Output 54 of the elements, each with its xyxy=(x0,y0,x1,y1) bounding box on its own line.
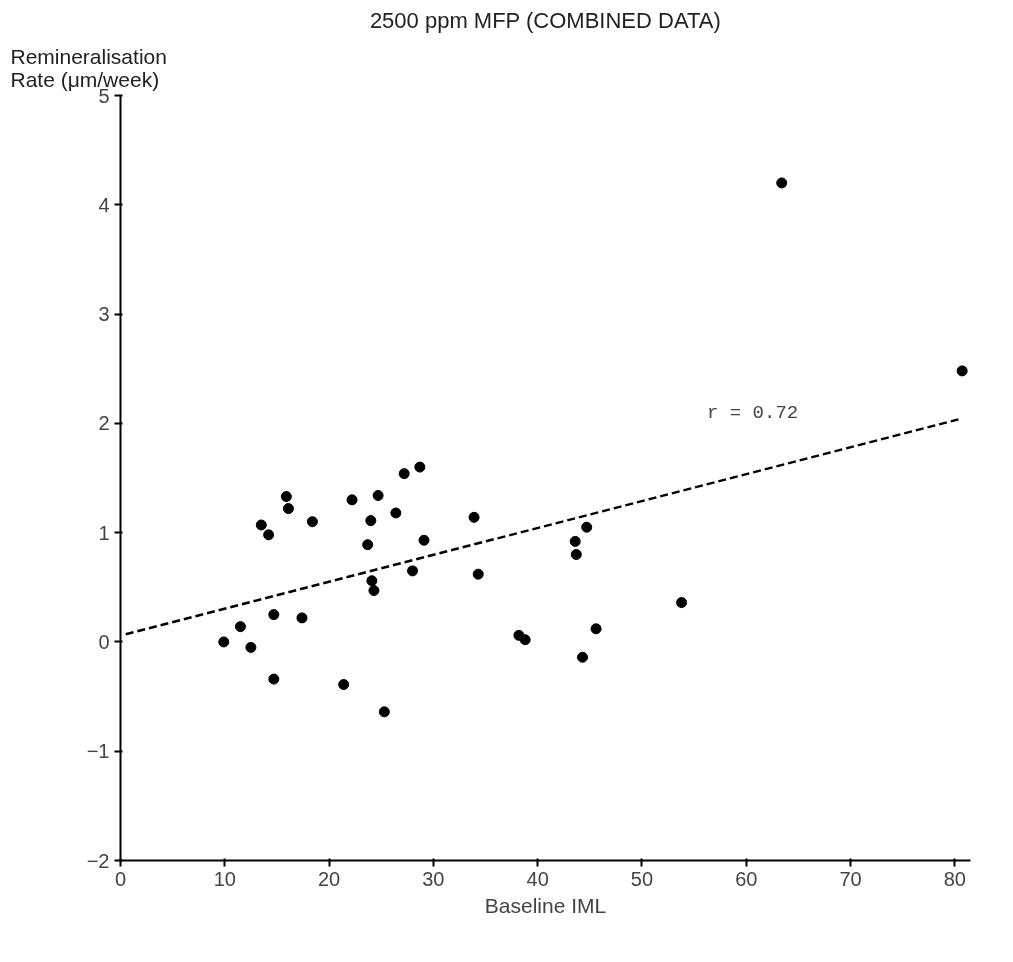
point xyxy=(398,468,410,480)
y-tick-label: 3 xyxy=(98,303,110,326)
x-axis-title: Baseline IML xyxy=(484,893,607,917)
x-tick-label: 20 xyxy=(317,867,341,890)
point xyxy=(268,673,280,685)
point xyxy=(776,177,788,189)
point xyxy=(414,461,426,473)
point xyxy=(590,623,602,635)
point xyxy=(263,529,275,541)
annotation: r = 0.72 xyxy=(707,402,799,425)
x-tick-label: 50 xyxy=(630,867,654,890)
point xyxy=(570,549,582,560)
point xyxy=(372,490,384,501)
point xyxy=(569,535,581,547)
point xyxy=(268,609,280,621)
point xyxy=(577,651,589,663)
point xyxy=(418,534,430,546)
point xyxy=(366,575,378,587)
point xyxy=(296,612,308,624)
x-tick-label: 40 xyxy=(526,867,549,890)
x-tick-label: 80 xyxy=(943,867,966,890)
point xyxy=(338,679,350,691)
point xyxy=(306,516,318,528)
x-tick-label: 70 xyxy=(839,867,862,890)
point xyxy=(390,507,402,519)
point xyxy=(956,365,968,377)
point xyxy=(378,706,390,718)
x-tick-label: 30 xyxy=(422,867,445,890)
point xyxy=(255,519,267,531)
point xyxy=(472,568,484,580)
point xyxy=(218,636,230,648)
point xyxy=(280,491,292,503)
point xyxy=(362,539,374,551)
point xyxy=(407,565,419,577)
y-tick-label: −1 xyxy=(86,740,110,763)
point xyxy=(468,511,480,523)
point xyxy=(365,515,377,527)
y-tick-label: 1 xyxy=(98,521,110,544)
x-tick-label: 0 xyxy=(114,867,127,890)
x-tick-label: 10 xyxy=(213,867,236,890)
point xyxy=(282,503,294,515)
point xyxy=(234,621,246,633)
point xyxy=(346,494,358,506)
y-tick-label: 2 xyxy=(98,412,110,435)
point xyxy=(676,597,688,609)
point xyxy=(519,634,531,646)
y-tick-label: −2 xyxy=(86,849,110,872)
point xyxy=(581,521,593,533)
y-tick-label: 4 xyxy=(98,193,110,216)
y-tick-label: 0 xyxy=(98,630,110,653)
x-tick-label: 60 xyxy=(735,867,758,890)
point xyxy=(368,585,380,597)
point xyxy=(245,641,257,653)
chart-title: 2500 ppm MFP (COMBINED DATA) xyxy=(369,7,721,33)
